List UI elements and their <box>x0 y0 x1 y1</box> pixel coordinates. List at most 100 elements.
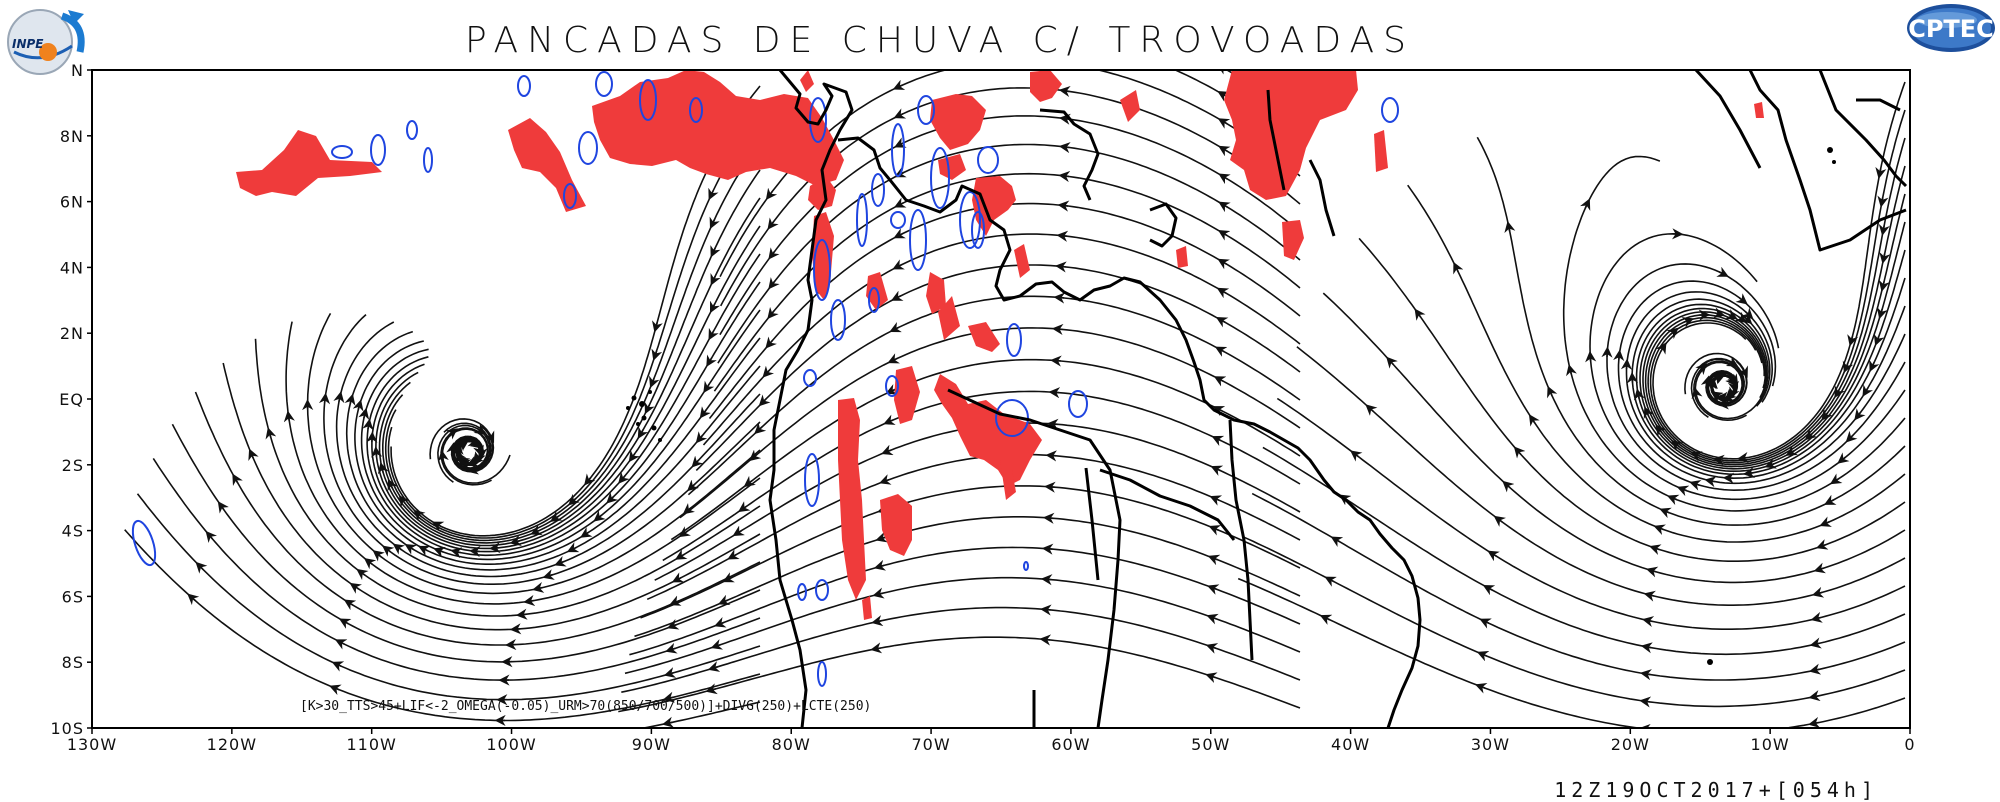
streamline-arrow <box>732 554 736 556</box>
streamline-arrow <box>1217 439 1222 441</box>
streamline-arrow <box>1223 176 1227 179</box>
streamline-arrow <box>1221 67 1225 69</box>
streamline <box>625 578 1300 674</box>
streamline-arrow <box>898 234 902 236</box>
streamline-arrow <box>521 614 526 615</box>
streamline-arrow <box>1638 394 1639 399</box>
streamline-arrow <box>364 413 365 418</box>
streamline-arrow <box>1882 197 1883 202</box>
streamline-arrow <box>1851 336 1852 341</box>
lat-tick-label: 4N <box>60 258 84 277</box>
streamline-arrow <box>337 664 342 666</box>
streamline-arrow <box>1062 236 1067 237</box>
streamline-arrow <box>1770 464 1775 466</box>
streamline-arrow <box>892 359 897 361</box>
streamline-arrow <box>771 311 774 315</box>
streamline-arrow <box>716 645 721 647</box>
streamline-arrow <box>1728 314 1732 316</box>
streamline-arrow <box>1498 519 1502 522</box>
streamline-arrow <box>1064 63 1069 64</box>
streamline-arrow <box>1223 149 1227 152</box>
streamline-arrow <box>1835 479 1839 482</box>
streamline-arrow <box>349 602 353 605</box>
streamline-arrow <box>339 397 340 402</box>
streamline-arrow <box>1842 457 1846 460</box>
streamline-arrow <box>1488 588 1492 590</box>
streamline-arrow <box>334 688 339 690</box>
lon-tick-label: 20W <box>1611 735 1650 754</box>
streamline-arrow <box>1814 669 1819 670</box>
streamline-arrow <box>535 530 540 532</box>
streamline-arrow <box>1456 267 1458 271</box>
streamline-arrow <box>1743 458 1748 459</box>
streamline-arrow <box>1550 391 1552 396</box>
streamline-arrow <box>890 389 895 391</box>
streamline-arrow <box>1817 592 1822 593</box>
streamline-arrow <box>209 535 212 539</box>
streamline-arrow <box>1647 620 1652 621</box>
streamline-arrow <box>672 624 677 626</box>
streamline-arrow <box>691 484 695 487</box>
streamline-arrow <box>1825 522 1830 524</box>
streamline-arrow <box>1221 320 1225 322</box>
streamline-arrow <box>622 476 625 480</box>
lat-tick-label: 8N <box>60 127 84 146</box>
streamline-arrow <box>896 296 900 298</box>
lon-tick-label: 50W <box>1191 735 1230 754</box>
streamline-arrow <box>442 455 443 460</box>
streamline-arrow <box>713 276 715 281</box>
streamline-arrow <box>1712 383 1713 388</box>
streamline-arrow <box>772 281 775 285</box>
streamline-arrow <box>344 621 348 623</box>
streamline-arrow <box>1825 412 1828 416</box>
streamline-arrow <box>1710 481 1715 482</box>
streamline-arrow <box>377 554 381 557</box>
streamline-arrow <box>572 498 576 501</box>
streamline-arrow <box>1872 362 1874 367</box>
streamline <box>355 338 760 564</box>
streamline <box>1244 537 1905 706</box>
streamline-arrow <box>585 532 589 535</box>
streamline-arrow <box>1220 349 1224 351</box>
streamline-arrow <box>1665 511 1670 513</box>
streamline-arrow <box>758 427 762 430</box>
streamline-arrow <box>1335 539 1339 542</box>
streamline-arrow <box>711 689 716 690</box>
streamline-arrow <box>677 578 681 580</box>
streamline-arrow <box>766 370 769 374</box>
streamline-arrow <box>1881 309 1882 314</box>
streamline-arrow <box>1883 226 1884 231</box>
streamline-arrow <box>1829 500 1833 502</box>
streamline-arrow <box>1819 568 1824 569</box>
streamline-arrow <box>1325 617 1330 619</box>
streamline-arrow <box>713 667 718 668</box>
streamline-arrow <box>1884 254 1885 259</box>
streamline-arrow <box>723 600 728 602</box>
lon-tick-label: 70W <box>911 735 950 754</box>
streamline-arrow <box>712 219 714 224</box>
streamline-arrow <box>894 327 898 329</box>
streamline-arrow <box>772 251 775 255</box>
lat-tick-label: 6N <box>60 193 84 212</box>
streamline-arrow <box>632 454 635 458</box>
streamline-arrow <box>695 460 698 464</box>
streamline-arrow <box>397 547 401 550</box>
streamline-arrow <box>771 221 774 225</box>
streamline-arrow <box>877 621 882 622</box>
streamline-arrow <box>769 341 772 345</box>
streamline-arrow <box>1215 498 1220 500</box>
streamline-arrow <box>652 378 654 383</box>
streamline-arrow <box>390 484 392 489</box>
streamline-arrow <box>879 565 884 566</box>
streamline-arrow <box>1858 412 1861 416</box>
streamline-arrow <box>1814 696 1819 697</box>
streamline <box>223 363 760 630</box>
streamline-arrow <box>423 548 427 550</box>
streamline-arrow <box>898 85 903 87</box>
streamline-arrow <box>737 531 741 534</box>
valid-time-label: 12Z19OCT2017+[054h] <box>1554 778 1878 802</box>
lon-tick-label: 90W <box>632 735 671 754</box>
streamline-arrow <box>1061 266 1066 267</box>
